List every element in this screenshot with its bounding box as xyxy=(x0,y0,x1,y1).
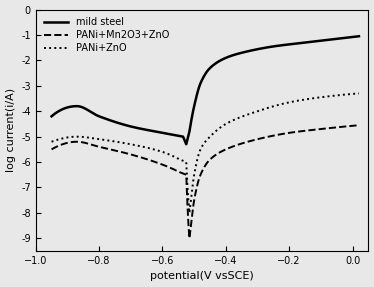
Legend: mild steel, PANi+Mn2O3+ZnO, PANi+ZnO: mild steel, PANi+Mn2O3+ZnO, PANi+ZnO xyxy=(41,14,172,56)
mild steel xyxy=(142,128,147,131)
Line: mild steel: mild steel xyxy=(52,36,359,144)
PANi+Mn2O3+ZnO xyxy=(95,145,99,148)
X-axis label: potential(V vsSCE): potential(V vsSCE) xyxy=(150,272,254,282)
mild steel xyxy=(348,36,353,39)
PANi+Mn2O3+ZnO xyxy=(77,140,82,144)
mild steel xyxy=(184,143,188,146)
mild steel xyxy=(128,125,133,128)
PANi+Mn2O3+ZnO xyxy=(283,132,288,135)
PANi+ZnO xyxy=(187,211,191,215)
PANi+Mn2O3+ZnO xyxy=(228,146,232,149)
PANi+Mn2O3+ZnO xyxy=(187,236,191,240)
mild steel xyxy=(337,37,341,40)
PANi+ZnO xyxy=(49,140,54,144)
Line: PANi+ZnO: PANi+ZnO xyxy=(52,94,359,213)
mild steel xyxy=(49,115,54,118)
PANi+Mn2O3+ZnO xyxy=(79,140,84,144)
Y-axis label: log current(i/A): log current(i/A) xyxy=(6,88,16,172)
PANi+ZnO xyxy=(94,137,98,140)
PANi+ZnO xyxy=(77,135,82,138)
PANi+ZnO xyxy=(357,92,361,95)
PANi+ZnO xyxy=(283,101,288,105)
mild steel xyxy=(357,34,361,38)
PANi+Mn2O3+ZnO xyxy=(94,144,98,148)
mild steel xyxy=(304,41,309,44)
Line: PANi+Mn2O3+ZnO: PANi+Mn2O3+ZnO xyxy=(52,125,359,238)
mild steel xyxy=(85,108,90,112)
PANi+Mn2O3+ZnO xyxy=(49,148,54,151)
PANi+ZnO xyxy=(228,120,232,123)
PANi+Mn2O3+ZnO xyxy=(357,123,361,127)
PANi+ZnO xyxy=(95,137,99,141)
PANi+ZnO xyxy=(79,135,84,139)
